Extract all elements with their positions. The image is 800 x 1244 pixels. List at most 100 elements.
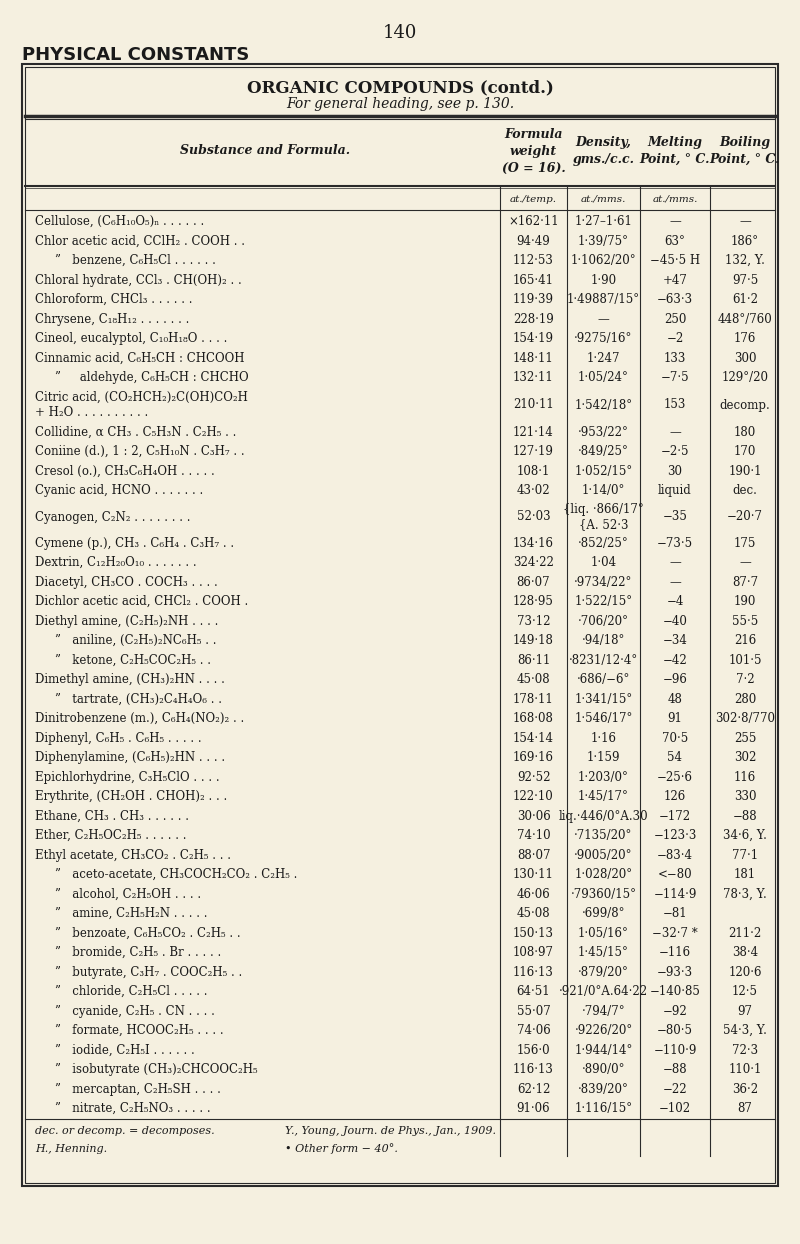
Text: −96: −96	[662, 673, 687, 687]
Text: ”   benzene, C₆H₅Cl . . . . . .: ” benzene, C₆H₅Cl . . . . . .	[55, 254, 216, 267]
Text: liquid: liquid	[658, 484, 692, 498]
Text: 126: 126	[664, 790, 686, 804]
Text: −172: −172	[659, 810, 691, 822]
Text: Cinnamic acid, C₆H₅CH : CHCOOH: Cinnamic acid, C₆H₅CH : CHCOOH	[35, 352, 245, 364]
Text: 228·19: 228·19	[513, 312, 554, 326]
Text: 132, Y.: 132, Y.	[725, 254, 765, 267]
Text: ”   mercaptan, C₂H₅SH . . . .: ” mercaptan, C₂H₅SH . . . .	[55, 1082, 221, 1096]
Text: 302: 302	[734, 751, 756, 764]
Text: ”   benzoate, C₆H₅CO₂ . C₂H₅ . .: ” benzoate, C₆H₅CO₂ . C₂H₅ . .	[55, 927, 241, 939]
Text: 91: 91	[667, 713, 682, 725]
Text: —: —	[669, 576, 681, 588]
Text: 148·11: 148·11	[513, 352, 554, 364]
Text: 54·3, Y.: 54·3, Y.	[723, 1024, 767, 1037]
Text: ·9226/20°: ·9226/20°	[574, 1024, 633, 1037]
Text: −20·7: −20·7	[727, 510, 763, 524]
Text: 1·159: 1·159	[586, 751, 620, 764]
Text: ·9275/16°: ·9275/16°	[574, 332, 633, 346]
Text: 280: 280	[734, 693, 756, 705]
Text: ·699/8°: ·699/8°	[582, 907, 626, 921]
Text: 134·16: 134·16	[513, 536, 554, 550]
Text: ·79360/15°: ·79360/15°	[570, 888, 637, 901]
Text: 92·52: 92·52	[517, 771, 550, 784]
Text: 36·2: 36·2	[732, 1082, 758, 1096]
Text: 1·14/0°: 1·14/0°	[582, 484, 625, 498]
Text: 176: 176	[734, 332, 756, 346]
Text: • Other form − 40°.: • Other form − 40°.	[285, 1143, 398, 1154]
Text: −45·5 H: −45·5 H	[650, 254, 700, 267]
Text: Diphenylamine, (C₆H₅)₂HN . . . .: Diphenylamine, (C₆H₅)₂HN . . . .	[35, 751, 225, 764]
Text: ×162·11: ×162·11	[508, 215, 559, 228]
Text: Cineol, eucalyptol, C₁₀H₁₈O . . . .: Cineol, eucalyptol, C₁₀H₁₈O . . . .	[35, 332, 227, 346]
Text: Cyanic acid, HCNO . . . . . . .: Cyanic acid, HCNO . . . . . . .	[35, 484, 203, 498]
Text: 1·542/18°: 1·542/18°	[574, 398, 633, 412]
Text: 7·2: 7·2	[736, 673, 754, 687]
Text: 1·247: 1·247	[586, 352, 620, 364]
Text: —: —	[739, 215, 751, 228]
Text: dec. or decomp. = decomposes.: dec. or decomp. = decomposes.	[35, 1126, 214, 1136]
Text: 74·06: 74·06	[517, 1024, 550, 1037]
Text: 110·1: 110·1	[728, 1064, 762, 1076]
Text: —: —	[598, 312, 610, 326]
Text: 61·2: 61·2	[732, 294, 758, 306]
Text: Dimethyl amine, (CH₃)₂HN . . . .: Dimethyl amine, (CH₃)₂HN . . . .	[35, 673, 225, 687]
Text: ”   tartrate, (CH₃)₂C₄H₄O₆ . .: ” tartrate, (CH₃)₂C₄H₄O₆ . .	[55, 693, 222, 705]
Text: 154·19: 154·19	[513, 332, 554, 346]
Text: 156·0: 156·0	[517, 1044, 550, 1056]
Text: <−80: <−80	[658, 868, 692, 881]
Text: 1·27–1·61: 1·27–1·61	[574, 215, 633, 228]
Text: 1·1062/20°: 1·1062/20°	[570, 254, 636, 267]
Text: −88: −88	[733, 810, 758, 822]
Text: 324·22: 324·22	[513, 556, 554, 570]
Text: 63°: 63°	[665, 235, 686, 248]
Text: 30: 30	[667, 465, 682, 478]
Text: −88: −88	[662, 1064, 687, 1076]
Text: −114·9: −114·9	[654, 888, 697, 901]
Text: 448°/760: 448°/760	[718, 312, 772, 326]
Text: −42: −42	[662, 654, 687, 667]
Text: Collidine, α CH₃ . C₅H₃N . C₂H₅ . .: Collidine, α CH₃ . C₅H₃N . C₂H₅ . .	[35, 425, 236, 439]
Text: 73·12: 73·12	[517, 615, 550, 628]
Text: —: —	[669, 215, 681, 228]
Text: ·953/22°: ·953/22°	[578, 425, 629, 439]
Text: ”   ketone, C₂H₅COC₂H₅ . .: ” ketone, C₂H₅COC₂H₅ . .	[55, 654, 211, 667]
Text: 94·49: 94·49	[517, 235, 550, 248]
Text: −7·5: −7·5	[661, 371, 690, 384]
Text: Boiling
Point, ° C.: Boiling Point, ° C.	[710, 136, 780, 165]
Text: ”   amine, C₂H₅H₂N . . . . .: ” amine, C₂H₅H₂N . . . . .	[55, 907, 207, 921]
Text: 1·05/16°: 1·05/16°	[578, 927, 629, 939]
Text: ”   formate, HCOOC₂H₅ . . . .: ” formate, HCOOC₂H₅ . . . .	[55, 1024, 224, 1037]
Text: 170: 170	[734, 445, 756, 458]
Text: 1·052/15°: 1·052/15°	[574, 465, 633, 478]
Text: 302·8/770: 302·8/770	[715, 713, 775, 725]
Bar	[25, 67, 775, 1183]
Text: 87·7: 87·7	[732, 576, 758, 588]
Text: −92: −92	[662, 1005, 687, 1018]
Text: 62·12: 62·12	[517, 1082, 550, 1096]
Text: ”   chloride, C₂H₅Cl . . . . .: ” chloride, C₂H₅Cl . . . . .	[55, 985, 207, 998]
Text: Formula
weight
(O = 16).: Formula weight (O = 16).	[502, 127, 566, 174]
Text: 46·06: 46·06	[517, 888, 550, 901]
Text: ORGANIC COMPOUNDS (contd.): ORGANIC COMPOUNDS (contd.)	[246, 80, 554, 96]
Text: 250: 250	[664, 312, 686, 326]
Text: ”   butyrate, C₃H₇ . COOC₂H₅ . .: ” butyrate, C₃H₇ . COOC₂H₅ . .	[55, 965, 242, 979]
Text: 86·11: 86·11	[517, 654, 550, 667]
Text: 70·5: 70·5	[662, 731, 688, 745]
Text: Dichlor acetic acid, CHCl₂ . COOH .: Dichlor acetic acid, CHCl₂ . COOH .	[35, 595, 248, 608]
Text: Cymene (p.), CH₃ . C₆H₄ . C₃H₇ . .: Cymene (p.), CH₃ . C₆H₄ . C₃H₇ . .	[35, 536, 234, 550]
Text: ·9005/20°: ·9005/20°	[574, 848, 633, 862]
Text: ·879/20°: ·879/20°	[578, 965, 629, 979]
Text: 88·07: 88·07	[517, 848, 550, 862]
Text: 91·06: 91·06	[517, 1102, 550, 1116]
Text: 1·04: 1·04	[590, 556, 617, 570]
Text: 54: 54	[667, 751, 682, 764]
Text: 120·6: 120·6	[728, 965, 762, 979]
Text: −83·4: −83·4	[657, 848, 693, 862]
Text: Chlor acetic acid, CClH₂ . COOH . .: Chlor acetic acid, CClH₂ . COOH . .	[35, 235, 245, 248]
Text: 52·03: 52·03	[517, 510, 550, 524]
Text: Melting
Point, ° C.: Melting Point, ° C.	[640, 136, 710, 165]
Text: —: —	[669, 556, 681, 570]
Text: For general heading, see p. 130.: For general heading, see p. 130.	[286, 97, 514, 111]
Text: 45·08: 45·08	[517, 673, 550, 687]
Text: 1·45/15°: 1·45/15°	[578, 947, 629, 959]
